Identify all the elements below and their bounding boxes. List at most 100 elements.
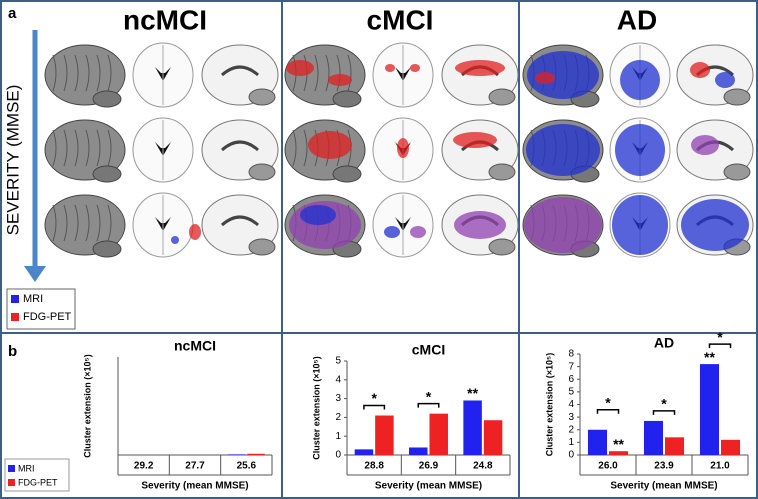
cerebellum bbox=[92, 165, 122, 183]
bar bbox=[665, 437, 685, 455]
brain-activation bbox=[455, 60, 505, 76]
y-axis-label: Cluster extension (×10⁵) bbox=[82, 354, 92, 458]
sulcus bbox=[96, 204, 101, 242]
sulcus bbox=[325, 54, 330, 92]
legend-label: MRI bbox=[23, 293, 43, 305]
brain-activation bbox=[410, 64, 420, 72]
sulcus bbox=[52, 129, 57, 167]
bar bbox=[587, 429, 607, 455]
brain-activation bbox=[189, 224, 201, 240]
sulcus bbox=[85, 204, 90, 242]
sulcus bbox=[52, 204, 57, 242]
significance-bracket bbox=[652, 410, 676, 415]
x-tick-label: 27.7 bbox=[185, 461, 205, 472]
sulcus bbox=[74, 204, 79, 242]
bar bbox=[609, 451, 629, 455]
significance-label: ** bbox=[704, 349, 715, 365]
brain-activation bbox=[612, 195, 668, 255]
sulcus bbox=[336, 54, 341, 92]
sulcus bbox=[292, 129, 297, 167]
cerebellum bbox=[488, 163, 516, 181]
sulcus bbox=[63, 204, 68, 242]
chart-title: AD bbox=[654, 335, 674, 351]
sulcus bbox=[52, 54, 57, 92]
x-axis-label: Severity (mean MMSE) bbox=[375, 481, 482, 492]
y-axis-label: Cluster extension (×10⁵) bbox=[311, 356, 321, 460]
brain-activation bbox=[397, 138, 409, 158]
severity-label: SEVERITY (MMSE) bbox=[3, 85, 22, 236]
cerebellum bbox=[92, 90, 122, 108]
legend-label: FDG-PET bbox=[23, 311, 72, 323]
significance-label: * bbox=[717, 329, 723, 345]
sulcus bbox=[347, 54, 352, 92]
brain-activation bbox=[535, 72, 555, 84]
significance-label: * bbox=[371, 390, 377, 406]
bar bbox=[247, 453, 265, 455]
y-tick-label: 2 bbox=[335, 412, 341, 423]
column-title: ncMCI bbox=[123, 4, 207, 35]
cerebellum bbox=[723, 88, 751, 106]
brain-activation bbox=[526, 124, 600, 176]
brain-activation bbox=[384, 226, 400, 238]
brain-activation bbox=[454, 211, 506, 239]
brain-activation bbox=[453, 132, 497, 148]
significance-label: ** bbox=[613, 436, 624, 452]
brain-activation bbox=[286, 60, 314, 76]
bar bbox=[354, 449, 374, 455]
significance-bracket bbox=[363, 404, 386, 410]
x-tick-label: 23.9 bbox=[654, 461, 674, 472]
sulcus bbox=[107, 54, 112, 92]
sulcus bbox=[96, 54, 101, 92]
sulcus bbox=[303, 129, 308, 167]
x-tick-label: 26.9 bbox=[419, 461, 439, 472]
legend-label: MRI bbox=[18, 463, 35, 473]
x-tick-label: 26.0 bbox=[598, 461, 618, 472]
brain-activation bbox=[615, 124, 665, 176]
sulcus bbox=[74, 129, 79, 167]
y-tick-label: 2 bbox=[568, 424, 574, 435]
cerebellum bbox=[248, 163, 276, 181]
panel-label: b bbox=[8, 343, 17, 360]
cerebellum bbox=[248, 88, 276, 106]
legend bbox=[4, 458, 70, 492]
brain-activation bbox=[690, 62, 710, 78]
significance-bracket bbox=[417, 402, 440, 408]
bar bbox=[643, 420, 663, 455]
y-tick-label: 6 bbox=[568, 374, 574, 385]
sulcus bbox=[96, 129, 101, 167]
sulcus bbox=[107, 129, 112, 167]
bar bbox=[463, 400, 482, 455]
brain-activation bbox=[410, 226, 426, 238]
column-title: cMCI bbox=[367, 4, 434, 35]
significance-label: * bbox=[661, 396, 667, 412]
chart-title: cMCI bbox=[412, 342, 445, 358]
brain-images bbox=[44, 42, 754, 258]
bar bbox=[721, 439, 741, 455]
severity-arrowhead bbox=[24, 266, 46, 282]
significance-label: ** bbox=[467, 385, 478, 401]
bar bbox=[699, 364, 719, 455]
y-tick-label: 5 bbox=[335, 356, 341, 367]
y-tick-label: 0 bbox=[335, 450, 341, 461]
corpus-callosum bbox=[221, 215, 259, 227]
sulcus bbox=[74, 54, 79, 92]
cerebellum bbox=[332, 90, 362, 108]
y-tick-label: 0 bbox=[568, 450, 574, 461]
y-axis-label: Cluster extension (×10⁵) bbox=[544, 353, 554, 457]
cerebellum bbox=[332, 165, 362, 183]
cerebellum bbox=[723, 163, 751, 181]
corpus-callosum bbox=[221, 65, 259, 77]
significance-label: * bbox=[605, 394, 611, 410]
y-tick-label: 7 bbox=[568, 361, 574, 372]
y-tick-label: 1 bbox=[568, 437, 574, 448]
x-tick-label: 29.2 bbox=[134, 461, 154, 472]
x-axis-label: Severity (mean MMSE) bbox=[610, 481, 717, 492]
bar bbox=[483, 420, 503, 455]
legend-swatch bbox=[8, 479, 15, 486]
x-tick-label: 24.8 bbox=[473, 461, 493, 472]
bar bbox=[227, 454, 246, 455]
significance-bracket bbox=[708, 343, 732, 349]
cerebellum bbox=[488, 88, 516, 106]
legend-label: FDG-PET bbox=[18, 477, 58, 487]
